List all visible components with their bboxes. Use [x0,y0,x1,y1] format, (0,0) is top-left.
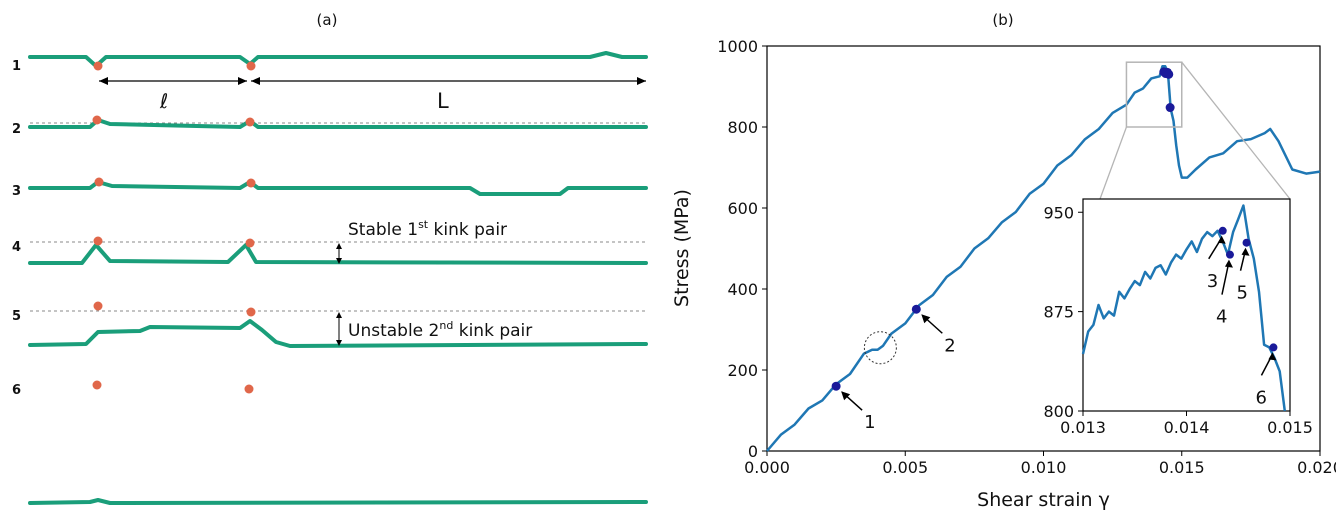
unstable-kink-annotation: Unstable 2nd kink pair [336,312,532,346]
row-label-1: 1 [12,59,21,74]
ell-arrow-left-head [99,77,108,85]
y-tick-label: 200 [727,361,758,380]
atom-marker-4-2 [245,238,255,248]
zoom-connector-left [1099,126,1128,200]
ell-arrow-right-head [238,77,247,85]
inset-marker-point-4 [1225,250,1234,259]
row-label-6: 6 [12,383,21,398]
row-label-2: 2 [12,122,21,137]
length-arrows: ℓ L [99,77,646,113]
unstable-arrow-head-top [336,312,342,318]
y-tick-label: 1000 [717,37,758,56]
peak-marker-5 [1165,103,1175,113]
atom-marker-2-1 [92,115,102,125]
panel-b-label: (b) [992,11,1013,29]
dislocation-line-4 [28,243,648,265]
inset-x-tick-label: 0.014 [1164,418,1210,437]
inset-y-tick-label: 950 [1043,203,1074,222]
inset-x-tick-label: 0.015 [1267,418,1313,437]
x-axis-label: Shear strain γ [977,489,1110,511]
dislocation-line-2 [28,118,648,129]
marker-arrow-head-1 [841,391,851,401]
inset-marker-arrow-head-4 [1224,259,1233,268]
stable-kink-annotation: Stable 1st kink pair [336,218,507,264]
dislocation-line-5 [28,319,648,348]
inset-marker-arrow-head-6 [1268,352,1277,361]
ell-label: ℓ [159,89,168,113]
x-tick-label: 0.005 [882,458,928,477]
row-label-3: 3 [12,184,21,199]
inset-marker-label-6: 6 [1255,387,1266,408]
panel-a-label: (a) [317,11,338,29]
drop-highlight-circle [863,331,897,365]
stable-kink-label: Stable 1st kink pair [348,218,507,240]
atom-marker-1-1 [93,61,103,71]
x-tick-label: 0.015 [1159,458,1205,477]
inset-y-tick-label: 875 [1043,303,1074,322]
marker-point-2 [911,304,921,314]
L-arrow-right-head [637,77,646,85]
marker-point-1 [831,381,841,391]
atom-marker-4-1 [93,236,103,246]
atom-marker-2-2 [245,117,255,127]
inset-marker-arrow-head-3 [1217,235,1226,244]
inset-marker-point-5 [1242,238,1251,247]
inset-y-tick-label: 800 [1043,402,1074,421]
dislocation-line-6 [28,498,648,505]
panel-a: (a) 1 2 3 4 5 6 ℓ L Stable 1st kink pair Unst… [12,11,648,505]
inset-marker-arrow-4 [1221,261,1230,295]
marker-arrow-head-2 [921,314,931,324]
atom-marker-5-1 [93,301,103,311]
stable-arrow-head-bottom [336,258,342,264]
atom-marker-6-1 [92,380,102,390]
inset-x-tick-label: 0.013 [1060,418,1106,437]
y-tick-label: 400 [727,280,758,299]
inset-line-0 [1081,204,1287,412]
zoom-connector-right [1181,61,1291,200]
inset-marker-point-3 [1218,226,1227,235]
y-tick-label: 800 [727,118,758,137]
row-label-4: 4 [12,240,21,255]
L-arrow-left-head [251,77,260,85]
stress-strain-line-0 [766,64,1321,452]
inset-marker-point-6 [1269,343,1278,352]
unstable-kink-label: Unstable 2nd kink pair [348,319,532,341]
inset-marker-label-3: 3 [1207,271,1218,292]
x-tick-label: 0.020 [1297,458,1336,477]
atom-marker-1-2 [246,61,256,71]
inset-frame [1082,198,1291,412]
zoom-box [1125,61,1183,128]
inset-chart: 0.013 0.014 0.015 800 875 950 3 45 6 [1043,198,1313,437]
L-label: L [437,89,449,113]
inset-marker-label-4: 4 [1216,307,1227,328]
zoom-guide [1099,61,1291,200]
x-tick-label: 0.000 [744,458,790,477]
y-tick-label: 600 [727,199,758,218]
stress-strain-chart: 0.0000.0050.0100.0150.020020040060080010… [671,37,1336,511]
y-axis-label: Stress (MPa) [671,189,693,307]
peak-marker-4 [1164,69,1174,79]
inset-marker-arrow-head-5 [1241,247,1250,256]
marker-label-2: 2 [944,335,955,356]
atom-marker-6-2 [244,384,254,394]
marker-label-1: 1 [864,412,875,433]
x-tick-label: 0.010 [1021,458,1067,477]
atom-marker-3-2 [246,178,256,188]
y-tick-label: 0 [748,442,758,461]
inset-marker-label-5: 5 [1237,283,1248,304]
stable-arrow-head-top [336,243,342,249]
unstable-arrow-head-bottom [336,340,342,346]
row-label-5: 5 [12,309,21,324]
atom-marker-5-2 [246,307,256,317]
dislocation-rows: 1 2 3 4 5 6 [12,51,648,505]
atom-marker-3-1 [94,177,104,187]
